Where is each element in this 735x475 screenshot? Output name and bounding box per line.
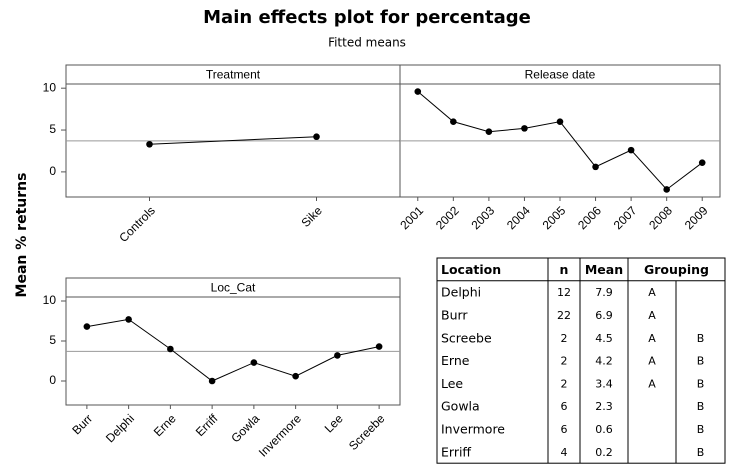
x-tick-label: 2008 xyxy=(646,203,675,232)
table-header: Grouping xyxy=(644,262,709,277)
x-tick-label: Erriff xyxy=(193,411,221,439)
table-cell: B xyxy=(697,423,705,436)
data-point xyxy=(167,345,174,353)
y-tick-label: 5 xyxy=(49,122,56,136)
x-tick-label: 2009 xyxy=(682,203,711,232)
panel-title: Release date xyxy=(525,68,596,82)
x-tick-label: Controls xyxy=(116,203,157,244)
data-point xyxy=(627,146,635,154)
table-cell: A xyxy=(648,332,656,345)
table-cell: Invermore xyxy=(441,422,505,437)
data-point xyxy=(375,343,383,350)
table-cell: 4.2 xyxy=(595,355,613,368)
panel-title: Loc_Cat xyxy=(211,281,256,295)
table-header: Location xyxy=(441,262,501,277)
data-line xyxy=(86,318,380,382)
data-line xyxy=(149,136,317,145)
table-cell: Lee xyxy=(441,376,463,391)
x-tick-label: 2001 xyxy=(397,203,426,232)
x-tick-label: 2004 xyxy=(504,203,533,232)
chart-title: Main effects plot for percentage xyxy=(203,7,531,28)
data-point xyxy=(592,163,599,171)
table-cell: 3.4 xyxy=(595,377,613,390)
table-cell: Delphi xyxy=(441,285,481,300)
data-point xyxy=(414,88,422,95)
x-tick-label: 2002 xyxy=(433,203,462,232)
x-tick-label: Sike xyxy=(298,203,325,230)
data-point xyxy=(208,377,216,385)
table-cell: 4 xyxy=(561,446,568,459)
x-tick-label: 2003 xyxy=(468,203,497,232)
table-frame xyxy=(436,257,726,464)
table-cell: Screebe xyxy=(441,330,492,345)
x-tick-label: 2005 xyxy=(540,203,569,232)
table-cell: Erriff xyxy=(441,444,471,459)
table-header: n xyxy=(560,262,569,277)
x-tick-label: Burr xyxy=(69,411,95,437)
table-cell: B xyxy=(697,355,705,368)
data-point xyxy=(450,118,457,125)
data-point xyxy=(698,159,706,166)
y-tick-label: 10 xyxy=(43,293,57,307)
table-cell: Erne xyxy=(441,353,470,368)
y-tick-label: 0 xyxy=(49,164,56,178)
data-point xyxy=(334,352,341,359)
y-axis-label: Mean % returns xyxy=(14,173,30,298)
table-cell: 22 xyxy=(557,309,571,322)
y-tick-label: 10 xyxy=(43,80,57,94)
x-tick-label: 2006 xyxy=(575,203,604,232)
panel-frame xyxy=(399,64,721,198)
table-cell: B xyxy=(697,400,705,413)
x-tick-label: Gowla xyxy=(228,411,262,445)
data-point xyxy=(292,372,299,380)
table-cell: 2.3 xyxy=(595,400,613,413)
table-cell: Gowla xyxy=(441,399,480,414)
table-cell: 6 xyxy=(561,400,568,413)
x-tick-label: Lee xyxy=(322,411,346,435)
data-point xyxy=(83,323,91,330)
table-cell: A xyxy=(648,309,656,322)
table-header: Mean xyxy=(585,262,623,277)
y-tick-label: 0 xyxy=(49,373,56,387)
table-cell: 7.9 xyxy=(595,286,613,299)
x-tick-label: Invermore xyxy=(256,411,304,459)
table-cell: 0.6 xyxy=(595,423,613,436)
y-tick-label: 5 xyxy=(49,333,56,347)
table-cell: 4.5 xyxy=(595,332,613,345)
data-point xyxy=(663,186,670,193)
table-cell: A xyxy=(648,377,656,390)
data-point xyxy=(556,118,564,125)
data-point xyxy=(485,128,493,136)
chart-subtitle: Fitted means xyxy=(328,36,406,50)
table-cell: 2 xyxy=(561,332,568,345)
table-cell: 2 xyxy=(561,355,568,368)
table-cell: 0.2 xyxy=(595,446,613,459)
x-tick-label: 2007 xyxy=(611,203,640,232)
table-cell: 6.9 xyxy=(595,309,613,322)
table-cell: A xyxy=(648,286,656,299)
data-point xyxy=(125,316,132,323)
table-cell: B xyxy=(697,446,705,459)
x-tick-label: Delphi xyxy=(103,411,137,445)
data-point xyxy=(250,359,258,366)
panel-title: Treatment xyxy=(206,68,261,82)
table-cell: B xyxy=(697,332,705,345)
table-cell: 12 xyxy=(557,286,571,299)
x-tick-label: Screebe xyxy=(346,411,388,453)
data-point xyxy=(521,125,528,132)
table-cell: Burr xyxy=(441,308,468,323)
table-cell: 6 xyxy=(561,423,568,436)
x-tick-label: Erne xyxy=(151,411,179,439)
table-cell: 2 xyxy=(561,377,568,390)
data-point xyxy=(146,140,153,148)
table-cell: B xyxy=(697,377,705,390)
table-cell: A xyxy=(648,355,656,368)
data-point xyxy=(313,133,320,141)
panel-frame xyxy=(65,64,401,198)
